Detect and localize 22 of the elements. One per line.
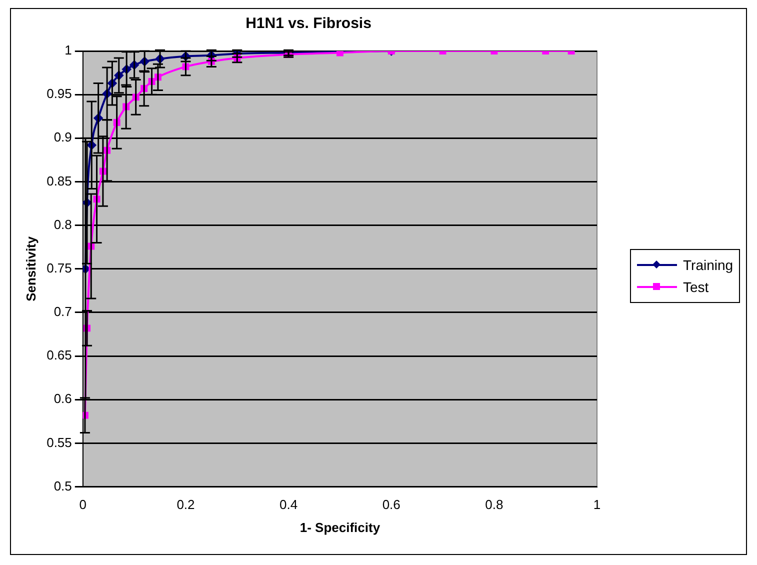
y-tick-label: 0.95 [46, 86, 72, 102]
x-tick-label: 0 [79, 497, 87, 512]
y-tick-label: 1 [64, 42, 72, 58]
y-tick-label: 0.5 [54, 478, 72, 494]
y-tick-label: 0.75 [46, 260, 72, 276]
legend-label: Test [683, 279, 709, 295]
y-tick-label: 0.6 [54, 391, 72, 406]
chart-title: H1N1 vs. Fibrosis [246, 15, 372, 32]
y-tick-label: 0.85 [46, 173, 72, 188]
legend-label: Training [683, 257, 734, 273]
x-tick-label: 0.6 [382, 497, 400, 512]
x-tick-label: 0.2 [176, 497, 195, 512]
x-tick-label: 0.8 [485, 497, 504, 512]
y-tick-label: 0.65 [46, 348, 72, 363]
y-tick-label: 0.8 [54, 216, 72, 232]
y-tick-label: 0.55 [46, 434, 72, 450]
x-axis-title: 1- Specificity [300, 520, 381, 535]
x-tick-label: 1 [593, 497, 601, 512]
y-tick-label: 0.7 [54, 304, 72, 320]
y-tick-label: 0.9 [54, 130, 72, 145]
x-tick-label: 0.4 [280, 497, 298, 512]
y-axis-title: Sensitivity [23, 236, 38, 302]
